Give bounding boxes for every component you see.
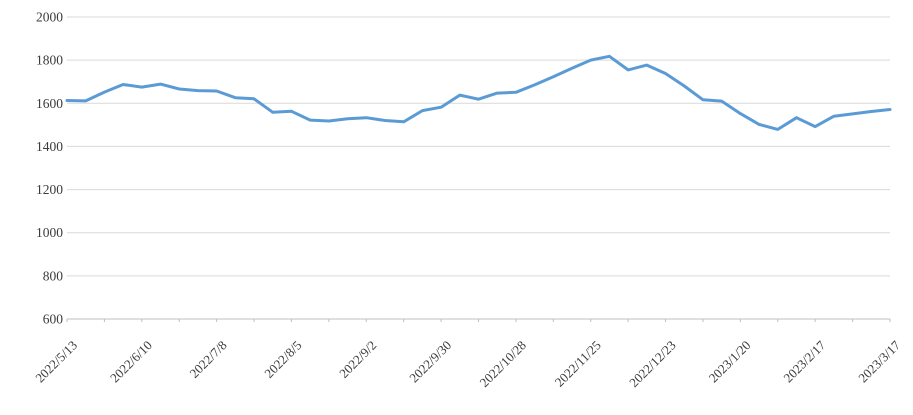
x-axis-label-2023/1/20: 2023/1/20 xyxy=(706,338,754,386)
y-axis-label-800: 800 xyxy=(43,268,64,283)
x-axis-labels: 2022/5/13 2022/6/10 2022/7/8 2022/8/5 2022/9… xyxy=(32,337,903,390)
y-axis-label-1200: 1200 xyxy=(36,182,63,197)
y-axis-label-1600: 1600 xyxy=(36,96,63,111)
x-axis-label-2022/7/8: 2022/7/8 xyxy=(186,338,229,381)
y-gridlines xyxy=(67,16,890,277)
y-axis-label-1400: 1400 xyxy=(36,139,63,154)
x-axis-ticks xyxy=(66,319,891,322)
y-axis-label-600: 600 xyxy=(43,312,64,327)
y-axis-labels: 600 800 1000 1200 1400 1600 1800 2000 xyxy=(36,10,63,327)
x-axis-label-2022/9/2: 2022/9/2 xyxy=(336,338,379,381)
y-axis-label-1000: 1000 xyxy=(36,225,63,240)
x-axis-label-2023/3/17: 2023/3/17 xyxy=(855,337,903,385)
x-axis-label-2022/10/28: 2022/10/28 xyxy=(477,338,529,390)
x-axis-label-2022/5/13: 2022/5/13 xyxy=(32,338,80,386)
x-axis-label-2022/9/30: 2022/9/30 xyxy=(406,338,454,386)
series-line xyxy=(65,54,892,131)
x-axis-label-2023/2/17: 2023/2/17 xyxy=(780,337,828,385)
y-axis-label-1800: 1800 xyxy=(36,53,63,68)
y-axis-label-2000: 2000 xyxy=(36,10,63,25)
x-axis-label-2022/6/10: 2022/6/10 xyxy=(107,338,155,386)
x-axis-label-2022/8/5: 2022/8/5 xyxy=(261,338,304,381)
x-axis-label-2022/11/25: 2022/11/25 xyxy=(552,338,604,390)
x-axis-label-2022/12/23: 2022/12/23 xyxy=(626,338,678,390)
